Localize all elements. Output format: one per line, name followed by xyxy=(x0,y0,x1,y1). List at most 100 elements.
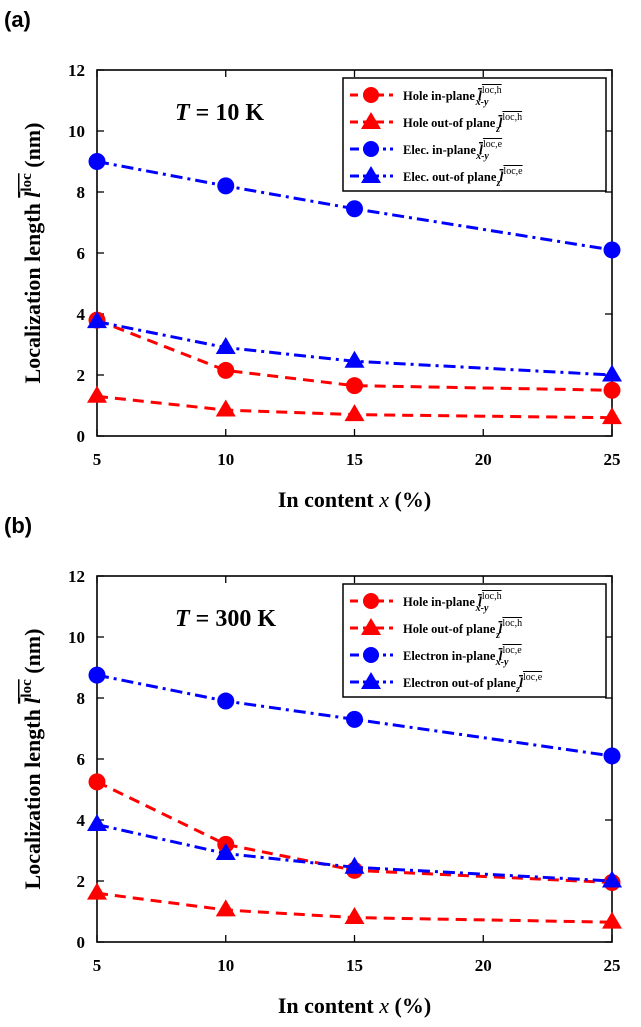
chart-panel-a: (a) 5 10 15 20 25 0 2 4 6 8 10 12 In content x (%) Loc… xyxy=(4,7,622,512)
data-point xyxy=(344,856,365,874)
y-tick-label: 6 xyxy=(77,750,86,769)
x-tick-label: 10 xyxy=(217,450,234,469)
legend-label: Elec. out-of plane lloc,e z xyxy=(403,166,523,189)
y-tick-label: 8 xyxy=(77,183,86,202)
x-tick-label: 15 xyxy=(346,450,363,469)
data-point xyxy=(87,882,107,900)
data-point xyxy=(215,399,236,417)
data-point xyxy=(602,911,622,929)
series-3 xyxy=(88,666,621,765)
legend-label: Hole in-plane lloc,h x-y xyxy=(403,85,502,108)
series-line xyxy=(96,318,613,392)
data-point xyxy=(215,337,236,355)
y-tick-label: 0 xyxy=(77,933,86,952)
panel-label: (a) xyxy=(4,7,31,32)
legend: Hole in-plane lloc,h x-y Hole out-of plane… xyxy=(342,77,607,192)
series-4 xyxy=(87,814,622,888)
series-2 xyxy=(87,385,622,425)
data-point xyxy=(217,361,235,379)
legend-entry: Electron out-of plane lloc,e z xyxy=(350,672,543,695)
chart-panel-b: (b) 5 10 15 20 25 0 2 4 6 8 10 12 In content x (%) Loc… xyxy=(4,513,622,1018)
legend-marker xyxy=(361,112,381,129)
data-point xyxy=(344,350,365,368)
data-point xyxy=(602,364,622,382)
x-axis-label: In content x (%) xyxy=(278,487,431,512)
data-point xyxy=(215,843,236,861)
series-line xyxy=(96,780,613,885)
y-tick-label: 12 xyxy=(68,61,85,80)
x-tick-label: 25 xyxy=(604,450,621,469)
legend: Hole in-plane lloc,h x-y Hole out-of plane… xyxy=(342,583,607,698)
legend-marker xyxy=(363,141,379,157)
legend-entry: Hole in-plane lloc,h x-y xyxy=(350,85,502,108)
data-point xyxy=(87,385,107,403)
y-axis-label: Localization length lloc (nm) xyxy=(19,629,45,890)
legend-marker xyxy=(361,166,381,183)
data-point xyxy=(215,899,236,917)
legend-marker xyxy=(363,647,379,663)
legend-label: Hole in-plane lloc,h x-y xyxy=(403,591,502,614)
x-tick-label: 15 xyxy=(346,956,363,975)
legend-entry: Hole out-of plane lloc,h z xyxy=(350,618,522,641)
data-point xyxy=(344,404,365,422)
legend-label: Elec. in-plane lloc,e x-y xyxy=(403,139,503,162)
data-point xyxy=(602,407,622,425)
legend-label: Electron out-of plane lloc,e z xyxy=(403,672,543,695)
legend-marker xyxy=(361,618,381,635)
x-tick-label: 5 xyxy=(93,956,102,975)
data-point xyxy=(346,377,363,395)
data-point xyxy=(87,814,107,832)
series-line xyxy=(96,891,613,924)
x-tick-label: 20 xyxy=(475,956,492,975)
data-point xyxy=(344,907,365,925)
data-point xyxy=(87,311,107,329)
series-line xyxy=(96,394,613,420)
legend-label: Hole out-of plane lloc,h z xyxy=(403,112,522,135)
x-tick-label: 10 xyxy=(217,956,234,975)
x-axis-label: In content x (%) xyxy=(278,993,431,1018)
y-tick-label: 8 xyxy=(77,689,86,708)
legend-marker xyxy=(363,593,379,609)
legend-box xyxy=(342,583,607,698)
legend-entry: Hole out-of plane lloc,h z xyxy=(350,112,522,135)
data-point xyxy=(603,747,621,765)
data-point xyxy=(217,177,235,195)
y-tick-label: 4 xyxy=(77,811,86,830)
temperature-annotation: T = 300 K xyxy=(175,606,276,632)
series-line xyxy=(96,160,613,252)
y-tick-label: 0 xyxy=(77,427,86,446)
data-point xyxy=(602,870,622,888)
y-tick-label: 10 xyxy=(68,122,85,141)
legend-label: Electron in-plane lloc,e x-y xyxy=(403,645,522,668)
y-tick-label: 10 xyxy=(68,628,85,647)
y-tick-label: 2 xyxy=(77,872,86,891)
data-point xyxy=(346,200,363,218)
panel-label: (b) xyxy=(4,513,32,538)
data-point xyxy=(88,666,106,684)
data-point xyxy=(346,710,363,728)
legend-marker xyxy=(361,672,381,689)
y-axis-label: Localization length lloc (nm) xyxy=(19,123,45,384)
x-tick-label: 5 xyxy=(93,450,102,469)
x-tick-label: 20 xyxy=(475,450,492,469)
series-2 xyxy=(87,882,622,929)
data-point xyxy=(88,153,106,170)
legend-marker xyxy=(363,87,379,103)
legend-entry: Elec. in-plane lloc,e x-y xyxy=(350,139,503,162)
legend-label: Hole out-of plane lloc,h z xyxy=(403,618,522,641)
data-point xyxy=(217,692,235,710)
legend-entry: Electron in-plane lloc,e x-y xyxy=(350,645,522,668)
data-point xyxy=(88,773,106,791)
y-tick-label: 6 xyxy=(77,244,86,263)
y-tick-label: 2 xyxy=(77,366,86,385)
series-4 xyxy=(87,311,622,382)
temperature-annotation: T = 10 K xyxy=(175,100,264,126)
legend-box xyxy=(342,77,607,192)
data-point xyxy=(603,241,621,259)
x-tick-label: 25 xyxy=(604,956,621,975)
y-tick-label: 12 xyxy=(68,567,85,586)
series-3 xyxy=(88,153,621,259)
legend-entry: Elec. out-of plane lloc,e z xyxy=(350,166,523,189)
data-point xyxy=(603,381,621,399)
